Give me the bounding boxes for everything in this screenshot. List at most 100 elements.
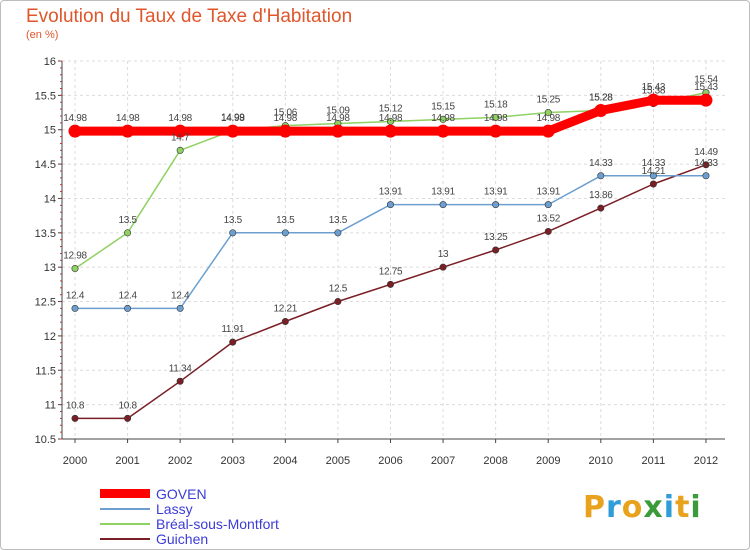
data-label-breal: 12.98: [63, 251, 87, 262]
point-goven: [541, 124, 555, 138]
point-guichen: [492, 246, 500, 254]
data-label-lassy: 13.91: [536, 187, 560, 198]
chart-title: Evolution du Taux de Taxe d'Habitation: [26, 6, 353, 27]
point-goven: [278, 124, 292, 138]
data-label-lassy: 14.33: [642, 158, 666, 169]
point-lassy: [386, 201, 394, 209]
data-label-goven: 14.98: [326, 113, 350, 124]
data-label-guichen: 13.86: [589, 190, 613, 201]
y-tick-label: 14.5: [35, 159, 56, 171]
legend-swatch-lassy: [100, 507, 150, 510]
point-breal: [176, 146, 184, 154]
data-label-breal: 15.28: [589, 92, 613, 103]
data-label-guichen: 14.49: [694, 147, 718, 158]
data-label-goven: 14.98: [274, 113, 298, 124]
point-guichen: [176, 377, 184, 385]
data-label-guichen: 10.8: [118, 400, 137, 411]
brand-letter: r: [606, 490, 622, 525]
point-guichen: [702, 161, 710, 169]
data-label-breal: 15.54: [694, 75, 718, 86]
point-breal: [124, 229, 132, 237]
data-label-goven: 14.98: [221, 113, 245, 124]
x-tick-label: 2003: [220, 455, 244, 467]
data-label-lassy: 12.4: [118, 290, 137, 301]
legend-label-breal: Bréal-sous-Montfort: [156, 515, 279, 532]
x-tick-label: 2007: [431, 455, 455, 467]
y-tick-label: 12.5: [35, 297, 56, 309]
brand-letter: P: [583, 490, 606, 525]
data-label-lassy: 14.33: [589, 158, 613, 169]
data-label-lassy: 13.5: [276, 215, 295, 226]
point-lassy: [702, 172, 710, 180]
y-tick-label: 16: [44, 56, 56, 68]
legend-item-breal: Bréal-sous-Montfort: [100, 515, 279, 532]
data-label-breal: 15.06: [274, 108, 298, 119]
unit-label: (en %): [26, 29, 59, 41]
point-lassy: [334, 229, 342, 237]
point-guichen: [334, 298, 342, 306]
point-goven: [699, 93, 713, 107]
axes: 10.5 11 11.5 12 12.5 13 13.5 14 14.5 15 15.5 16 2000…: [35, 56, 725, 467]
data-label-goven: 14.98: [63, 113, 87, 124]
point-goven: [173, 124, 187, 138]
brand-letter: x: [643, 490, 664, 525]
legend-item-guichen: Guichen: [100, 530, 209, 547]
data-label-guichen: 13.25: [484, 232, 508, 243]
data-label-lassy: 13.91: [484, 187, 508, 198]
point-breal: [544, 109, 552, 117]
data-label-breal: 15.18: [484, 99, 508, 110]
point-goven: [594, 103, 608, 117]
point-lassy: [124, 304, 132, 312]
point-goven: [68, 124, 82, 138]
point-breal: [492, 113, 500, 121]
x-tick-label: 2012: [694, 455, 718, 467]
data-label-breal: 15.09: [326, 106, 350, 117]
point-guichen: [544, 227, 552, 235]
legend-label-goven: GOVEN: [156, 485, 207, 502]
x-tick-label: 2001: [115, 455, 139, 467]
data-label-guichen: 11.34: [169, 363, 193, 374]
point-lassy: [649, 172, 657, 180]
data-label-breal: 15.12: [379, 103, 403, 114]
point-guichen: [71, 414, 79, 422]
y-tick-label: 13.5: [35, 228, 56, 240]
legend-label-lassy: Lassy: [156, 500, 193, 517]
y-tick-label: 11.5: [35, 365, 56, 377]
data-label-breal: 14.7: [171, 132, 190, 143]
x-tick-label: 2011: [642, 455, 666, 467]
point-goven: [436, 124, 450, 138]
data-label-guichen: 12.75: [379, 266, 403, 277]
data-label-lassy: 14.33: [694, 158, 718, 169]
point-lassy: [229, 229, 237, 237]
data-label-goven: 14.98: [116, 113, 140, 124]
point-goven: [489, 124, 503, 138]
y-tick-label: 14: [44, 193, 56, 205]
x-tick-label: 2009: [536, 455, 560, 467]
data-label-goven: 15.43: [694, 82, 718, 93]
data-label-lassy: 13.91: [431, 187, 455, 198]
data-label-breal: 15.15: [431, 101, 455, 112]
point-guichen: [281, 317, 289, 325]
series-lines: [68, 89, 713, 422]
point-goven: [331, 124, 345, 138]
x-tick-label: 2006: [378, 455, 402, 467]
y-tick-label: 15.5: [35, 90, 56, 102]
point-lassy: [439, 201, 447, 209]
data-label-lassy: 12.4: [66, 290, 85, 301]
data-label-goven: 14.98: [168, 113, 192, 124]
brand-letter: t: [675, 490, 691, 525]
y-tick-label: 15: [44, 125, 56, 137]
data-label-guichen: 11.91: [221, 324, 245, 335]
data-label-goven: 15.28: [589, 92, 613, 103]
point-breal: [439, 115, 447, 123]
point-lassy: [176, 304, 184, 312]
point-lassy: [281, 229, 289, 237]
point-goven: [121, 124, 135, 138]
data-label-breal: 15.38: [642, 86, 666, 97]
legend-label-guichen: Guichen: [156, 530, 209, 547]
y-tick-label: 10.5: [35, 434, 56, 446]
data-label-guichen: 13: [438, 249, 449, 260]
data-label-guichen: 12.5: [329, 284, 348, 295]
data-label-goven: 15.43: [642, 82, 666, 93]
